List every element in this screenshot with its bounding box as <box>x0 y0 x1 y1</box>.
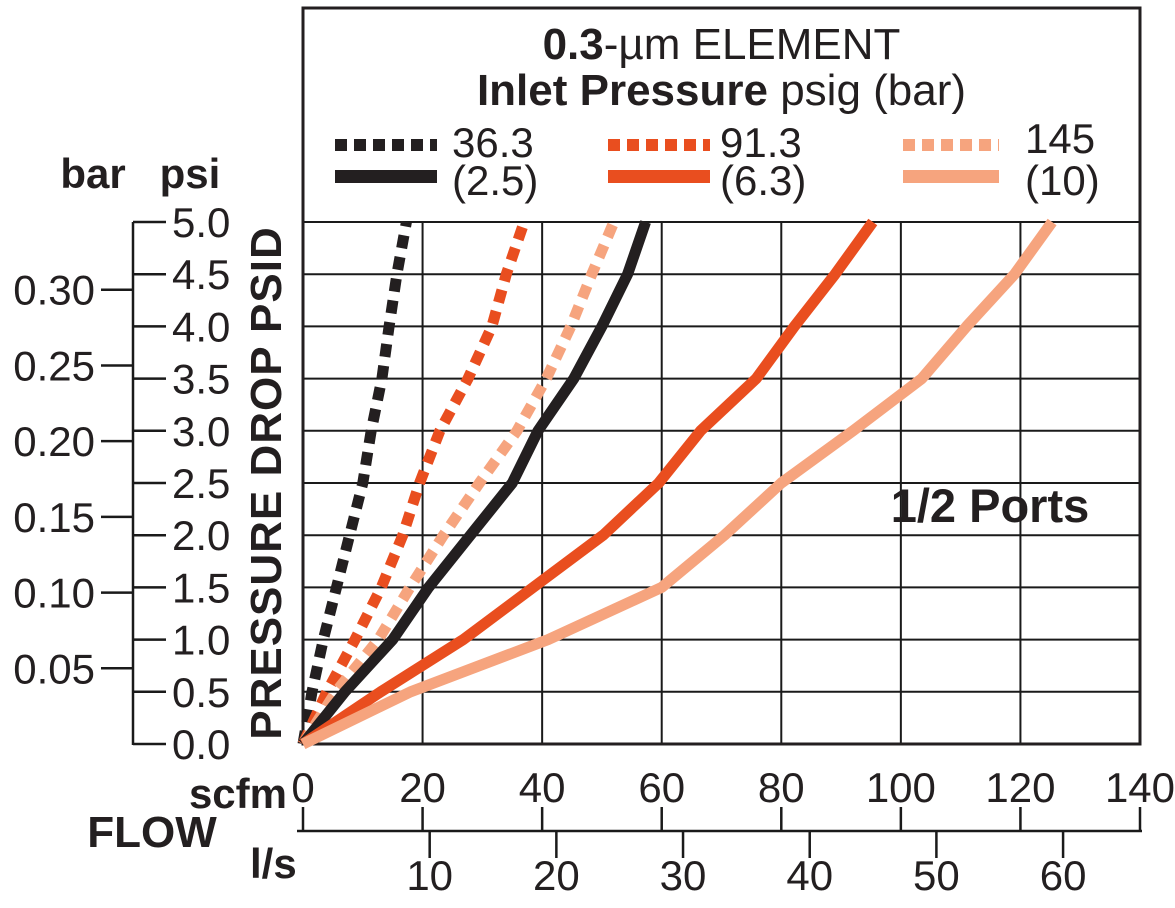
scfm-tick-label: 100 <box>866 764 936 811</box>
title-rest: -µm ELEMENT <box>603 20 901 69</box>
series-36-3-psig-2-5-bar-solid <box>298 220 651 748</box>
scfm-tick-label: 0 <box>291 764 314 811</box>
legend-solid-swatch-6-3 <box>608 170 710 183</box>
ls-tick-label: 60 <box>1040 852 1087 899</box>
bar-tick-label: 0.10 <box>13 570 95 617</box>
psi-tick-label: 0.5 <box>172 669 230 716</box>
legend-label-91-3: 91.3 <box>720 119 802 166</box>
bar-tick-label: 0.25 <box>13 342 95 389</box>
subtitle-em: Inlet Pressure <box>476 66 768 115</box>
bar-tick-label: 0.30 <box>13 267 95 314</box>
legend-label-36-3: 36.3 <box>452 119 534 166</box>
series-36-3-psig-2-5-bar-dashed <box>297 221 412 745</box>
legend-label-6-3: (6.3) <box>720 157 807 204</box>
y-axis-title: PRESSURE DROP PSID <box>242 226 291 740</box>
psi-tick-label: 2.0 <box>172 512 230 559</box>
psi-tick-label: 4.0 <box>172 303 230 350</box>
scfm-tick-label: 40 <box>519 764 566 811</box>
psi-unit-header: psi <box>159 150 221 197</box>
psi-tick-label: 1.0 <box>172 617 230 664</box>
ls-tick-label: 20 <box>533 852 580 899</box>
psi-tick-label: 5.0 <box>172 199 230 246</box>
ls-tick-label: 40 <box>786 852 833 899</box>
legend-label-145: 145 <box>1025 115 1096 162</box>
chart-title: 0.3-µm ELEMENT <box>303 22 1140 68</box>
psi-tick-label: 3.5 <box>172 356 230 403</box>
ports-annotation: 1/2 Ports <box>890 479 1090 532</box>
bar-tick-label: 0.05 <box>13 645 95 692</box>
legend-dash-swatch-91 <box>608 139 710 151</box>
legend-dash-swatch-145 <box>903 139 999 151</box>
legend-label-10: (10) <box>1025 157 1100 204</box>
legend-solid-swatch-2-5 <box>335 170 437 183</box>
title-em: 0.3 <box>542 20 604 69</box>
scfm-tick-label: 120 <box>985 764 1055 811</box>
psi-tick-label: 3.0 <box>172 408 230 455</box>
ls-unit-label: l/s <box>250 840 297 887</box>
scfm-tick-label: 80 <box>758 764 805 811</box>
legend-solid-swatch-10 <box>903 170 999 183</box>
series-145-psig-10-bar-solid <box>300 218 1057 749</box>
legend-label-2-5: (2.5) <box>452 157 539 204</box>
psi-tick-label: 4.5 <box>172 251 230 298</box>
bar-tick-label: 0.15 <box>13 494 95 541</box>
scfm-unit-label: scfm <box>188 770 287 817</box>
bar-unit-header: bar <box>60 150 126 197</box>
ls-tick-label: 10 <box>406 852 453 899</box>
psi-tick-label: 1.5 <box>172 564 230 611</box>
ls-tick-label: 50 <box>913 852 960 899</box>
chart-frame <box>301 6 1142 746</box>
chart-title-block: 0.3-µm ELEMENT Inlet Pressure psig (bar) <box>303 22 1140 114</box>
scfm-tick-label: 140 <box>1105 764 1175 811</box>
series-145-psig-10-bar-dashed <box>298 219 619 747</box>
ls-tick-label: 30 <box>660 852 707 899</box>
x-axis-title: FLOW <box>87 808 217 857</box>
subtitle-rest: psig (bar) <box>767 66 967 115</box>
series-91-3-psig-6-3-bar-dashed <box>297 220 530 747</box>
psi-tick-label: 0.0 <box>172 721 230 768</box>
legend-dash-swatch-36 <box>335 139 437 151</box>
bar-tick-label: 0.20 <box>13 418 95 465</box>
chart-subtitle: Inlet Pressure psig (bar) <box>303 68 1140 114</box>
scfm-tick-label: 20 <box>399 764 446 811</box>
scfm-tick-label: 60 <box>638 764 685 811</box>
psi-tick-label: 2.5 <box>172 460 230 507</box>
series-91-3-psig-6-3-bar-solid <box>299 218 878 749</box>
